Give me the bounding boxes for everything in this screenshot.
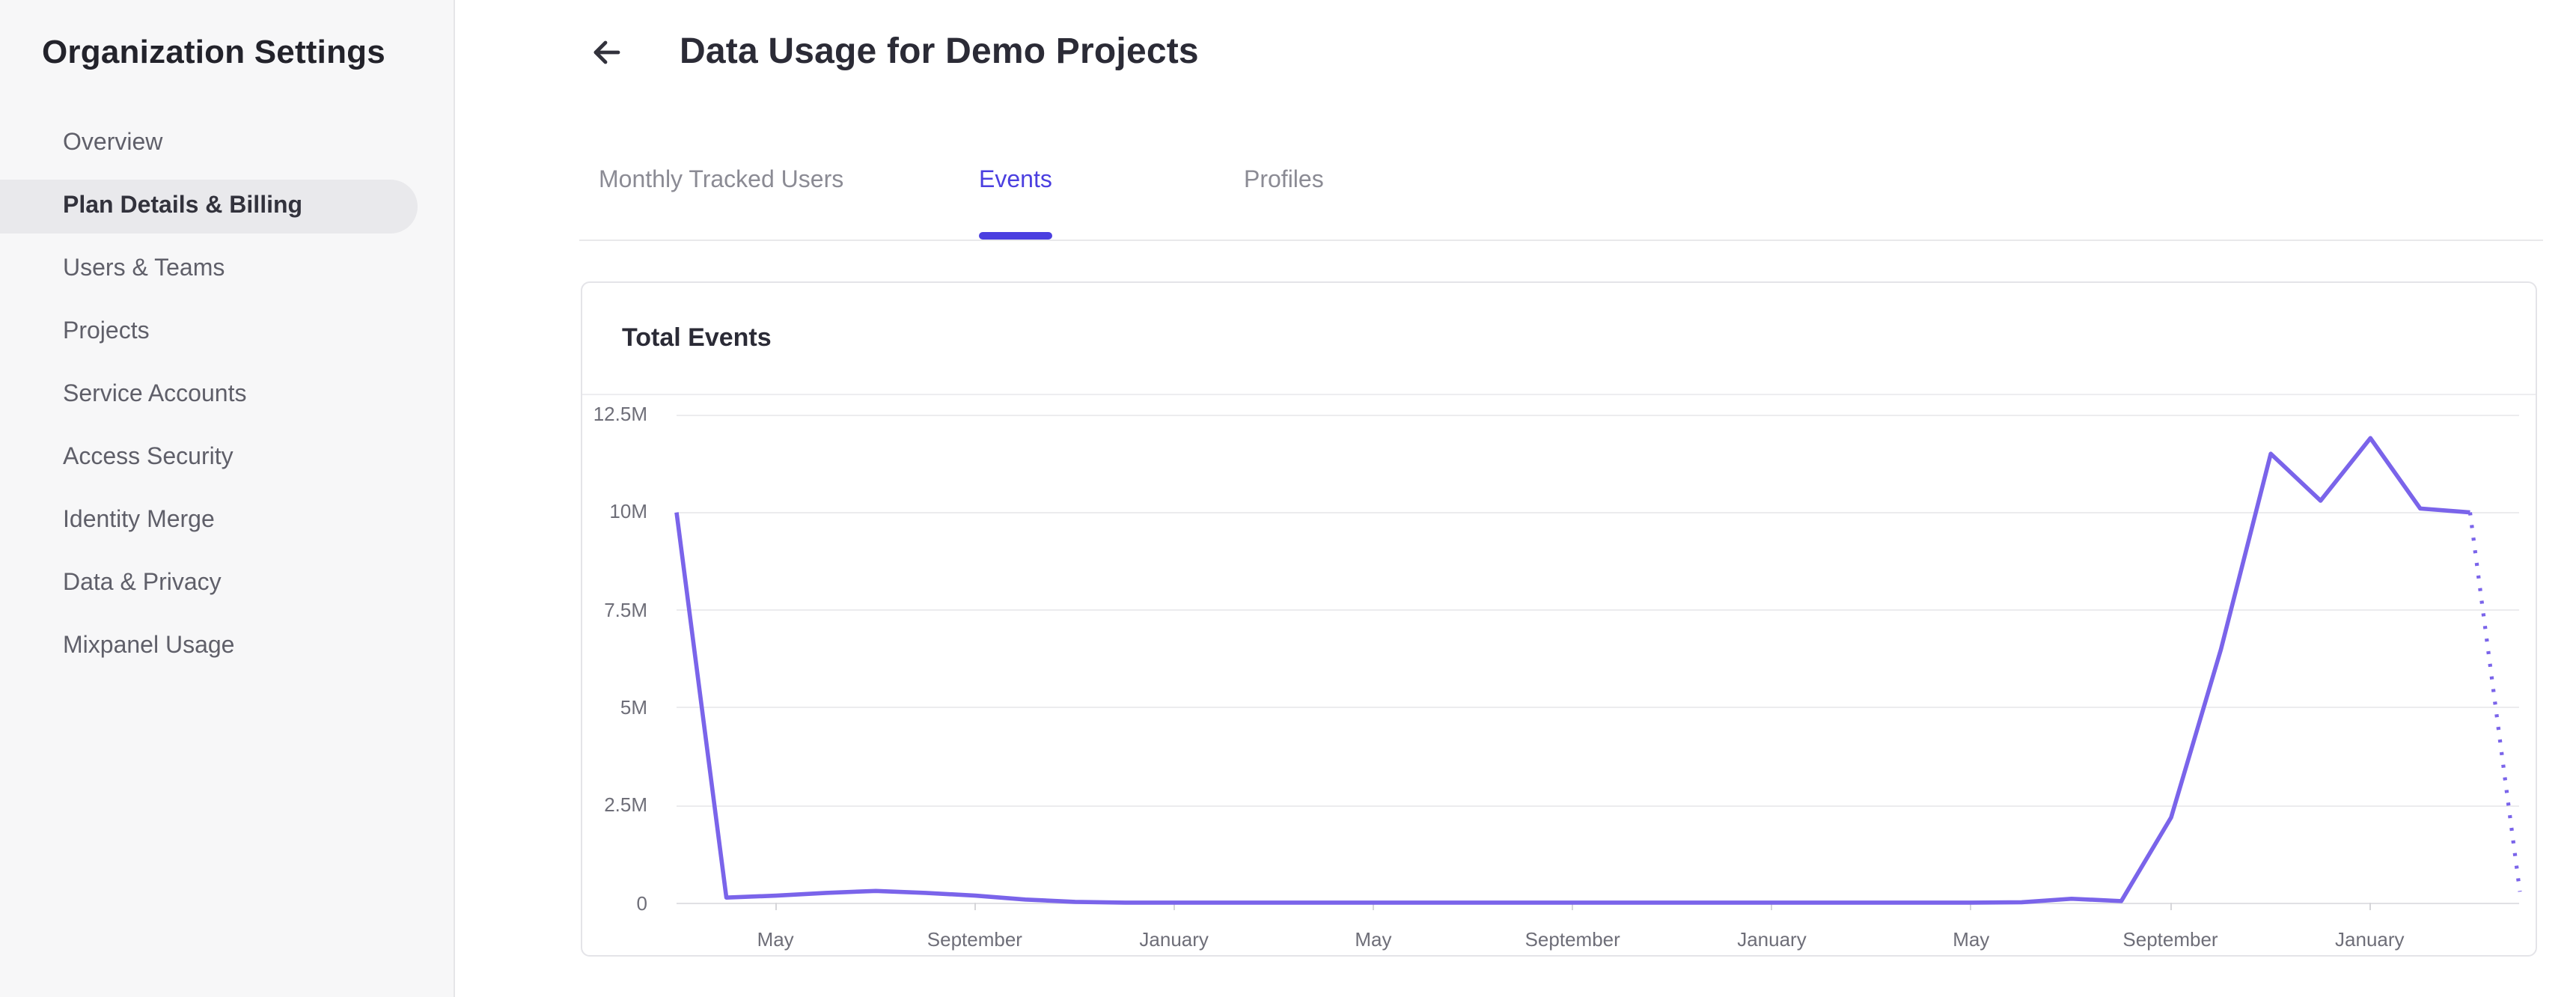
arrow-left-icon <box>593 40 620 64</box>
x-axis-tick <box>1572 903 1574 910</box>
x-axis-tick <box>2170 903 2171 910</box>
x-axis-label: May <box>1355 927 1392 950</box>
total-events-card: Total Events 12.5M 10M 7.5M 5M 2.5M 0 May Septe… <box>580 281 2537 957</box>
tab-events[interactable]: Events <box>979 168 1052 240</box>
sidebar-item-label: Data & Privacy <box>63 570 222 596</box>
gridline <box>676 805 2519 807</box>
tab-monthly-tracked-users[interactable]: Monthly Tracked Users <box>599 168 844 193</box>
total-events-line <box>674 435 2470 904</box>
y-axis-label: 12.5M <box>593 403 647 425</box>
card-title: Total Events <box>622 323 772 351</box>
y-axis-label: 0 <box>636 891 647 914</box>
events-line-chart <box>674 435 2521 904</box>
card-divider <box>582 393 2536 394</box>
back-button[interactable] <box>587 33 626 72</box>
y-axis-label: 5M <box>620 695 647 719</box>
sidebar-item-data-privacy[interactable]: Data & Privacy <box>0 552 454 615</box>
x-axis-label: May <box>757 927 794 950</box>
sidebar-item-label: Access Security <box>63 445 234 470</box>
sidebar-title: Organization Settings <box>42 33 385 70</box>
x-axis-tick <box>1970 903 1972 910</box>
sidebar-item-identity-merge[interactable]: Identity Merge <box>0 490 454 552</box>
y-axis-label: 7.5M <box>604 598 647 621</box>
sidebar-item-projects[interactable]: Projects <box>0 301 454 364</box>
gridline <box>676 609 2519 612</box>
x-axis-tick <box>1771 903 1773 910</box>
x-axis-label: September <box>1524 927 1620 950</box>
sidebar-item-label: Mixpanel Usage <box>63 633 235 659</box>
gridline <box>676 511 2519 513</box>
sidebar-item-overview[interactable]: Overview <box>0 112 454 175</box>
tab-divider <box>579 240 2543 241</box>
sidebar-item-mixpanel-usage[interactable]: Mixpanel Usage <box>0 615 454 678</box>
gridline <box>676 414 2519 415</box>
sidebar-item-label: Projects <box>63 319 150 344</box>
x-axis-tick <box>974 903 976 910</box>
sidebar-item-label: Plan Details & Billing <box>63 193 303 219</box>
sidebar-item-label: Overview <box>63 130 163 156</box>
x-axis-label: January <box>1737 927 1807 950</box>
sidebar-item-access-security[interactable]: Access Security <box>0 427 454 490</box>
x-axis-tick <box>2369 903 2371 910</box>
y-axis-label: 10M <box>609 500 647 523</box>
x-axis-tick <box>775 903 777 910</box>
tab-profiles[interactable]: Profiles <box>1244 168 1324 193</box>
x-axis-label: January <box>1139 927 1209 950</box>
sidebar-item-plan-details-billing[interactable]: Plan Details & Billing <box>0 175 454 238</box>
sidebar: Organization Settings Overview Plan Detai… <box>0 0 455 997</box>
x-axis-label: May <box>1953 927 1990 950</box>
gridline <box>676 707 2519 709</box>
x-axis-label: January <box>2335 927 2405 950</box>
x-axis-label: September <box>2122 927 2218 950</box>
y-axis-label: 2.5M <box>604 793 647 817</box>
sidebar-item-label: Service Accounts <box>63 382 247 407</box>
total-events-line-projected <box>2467 511 2521 891</box>
sidebar-item-users-teams[interactable]: Users & Teams <box>0 238 454 301</box>
sidebar-nav: Overview Plan Details & Billing Users & Te… <box>0 112 454 678</box>
sidebar-item-service-accounts[interactable]: Service Accounts <box>0 364 454 427</box>
page-title: Data Usage for Demo Projects <box>680 31 1199 72</box>
x-axis-label: September <box>927 927 1022 950</box>
sidebar-item-label: Identity Merge <box>63 507 215 533</box>
sidebar-item-label: Users & Teams <box>63 256 225 281</box>
x-axis-tick <box>1372 903 1374 910</box>
x-axis-tick <box>1173 903 1175 910</box>
